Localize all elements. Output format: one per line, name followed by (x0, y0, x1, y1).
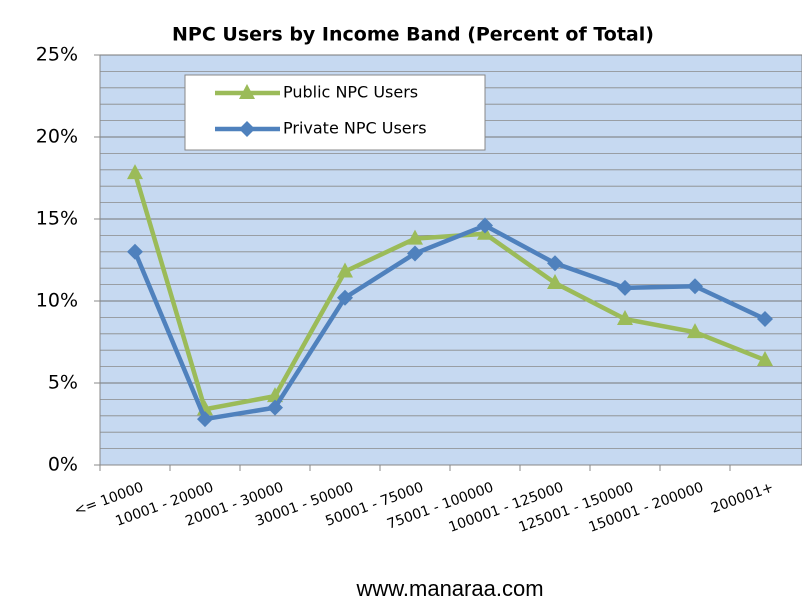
point-marker (127, 164, 143, 180)
legend-label: Public NPC Users (283, 83, 418, 102)
y-tick-label: 15% (36, 208, 78, 230)
point-marker (617, 310, 633, 326)
chart-title: NPC Users by Income Band (Percent of Tot… (172, 24, 654, 46)
point-marker (407, 229, 423, 245)
point-marker (687, 278, 703, 295)
y-tick-label: 10% (36, 290, 78, 312)
point-marker (337, 289, 353, 306)
point-marker (757, 311, 773, 328)
legend-marker (239, 121, 255, 137)
point-marker (547, 255, 563, 272)
y-tick-label: 0% (48, 454, 78, 476)
point-marker (757, 351, 773, 367)
y-tick-label: 25% (36, 44, 78, 66)
legend-marker (239, 84, 255, 99)
legend-box (184, 74, 486, 151)
footer: www.manaraa.com (355, 576, 543, 601)
point-marker (477, 217, 493, 234)
series-line (132, 223, 766, 422)
point-marker (127, 243, 143, 260)
point-marker (407, 245, 423, 262)
x-tick-label: 200001+ (709, 479, 776, 516)
point-marker (267, 399, 283, 416)
point-marker (197, 411, 213, 428)
point-marker (337, 262, 353, 278)
legend-label: Private NPC Users (283, 119, 427, 138)
series-line (132, 172, 766, 412)
point-marker (547, 273, 563, 289)
point-marker (617, 279, 633, 296)
y-tick-label: 5% (48, 372, 78, 394)
y-tick-label: 20% (36, 126, 78, 148)
point-marker (687, 323, 703, 339)
